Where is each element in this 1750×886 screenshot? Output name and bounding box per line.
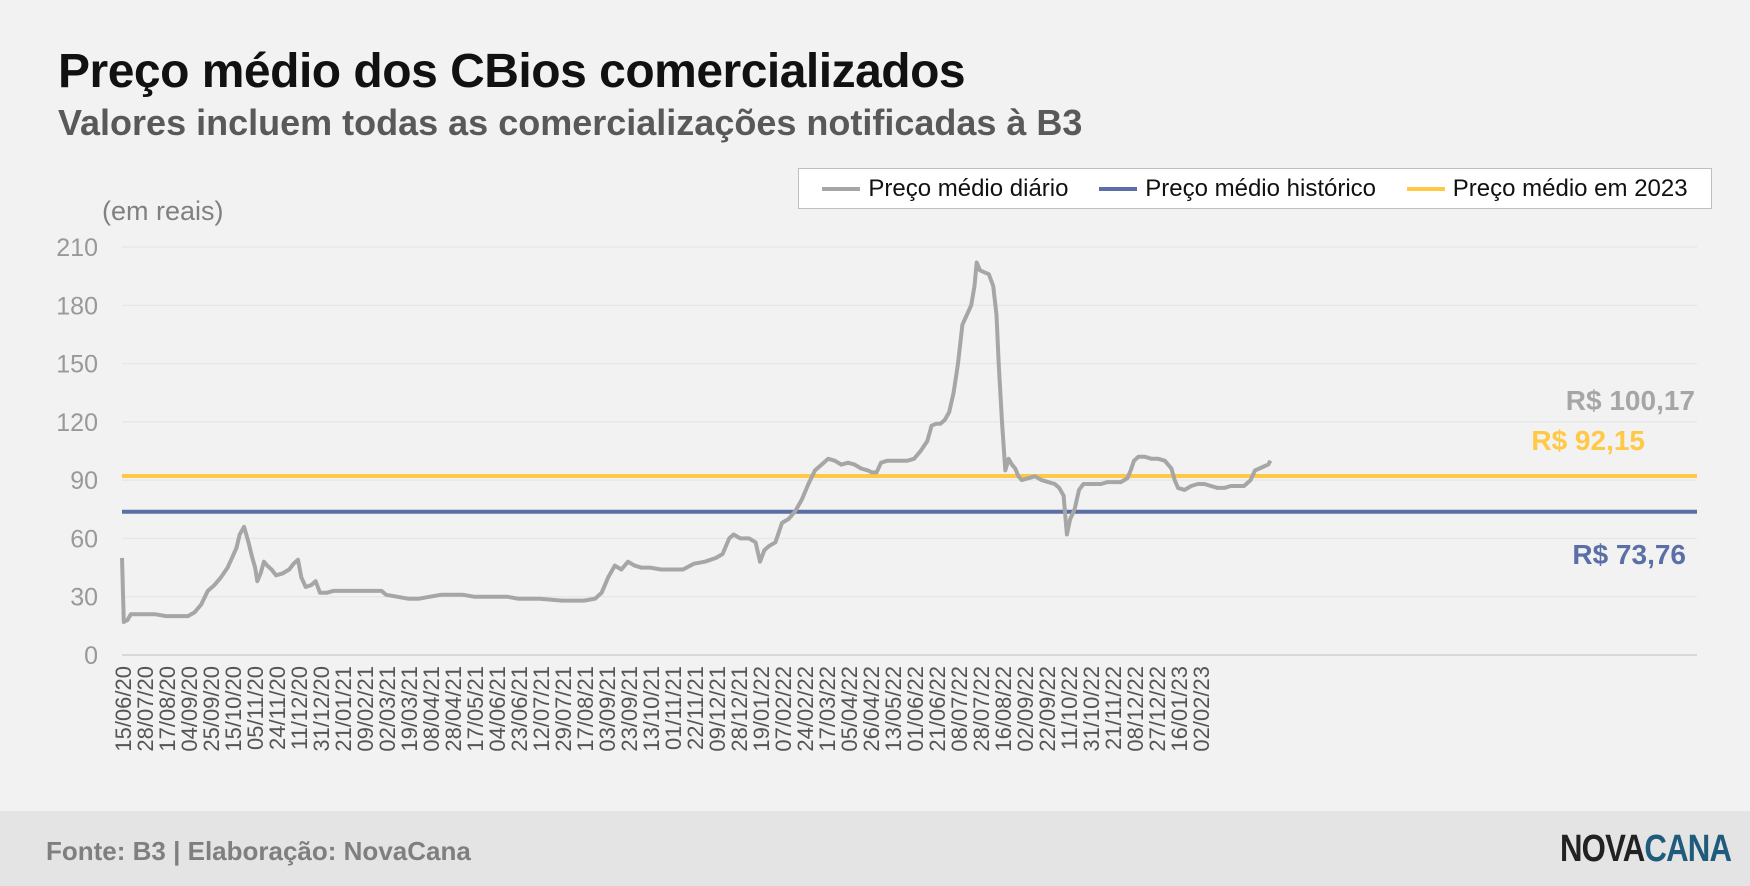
x-tick-label: 11/12/20 [287,666,312,750]
x-tick-label: 05/11/20 [243,666,268,750]
x-tick-label: 17/08/20 [155,666,180,752]
x-tick-label: 01/06/22 [903,666,928,752]
y-tick-label: 180 [56,292,98,320]
y-tick-label: 90 [70,467,98,495]
x-tick-label: 24/02/22 [793,666,818,752]
unit-label: (em reais) [102,196,224,226]
average-2023-label: R$ 92,15 [1531,425,1645,456]
daily-price-line [120,260,1273,624]
y-tick-label: 150 [56,351,98,379]
y-tick-label: 60 [70,525,98,553]
y-tick-label: 210 [56,234,98,262]
x-tick-label: 04/06/21 [485,666,510,752]
x-tick-label: 21/11/22 [1101,666,1126,750]
x-tick-label: 31/10/22 [1079,666,1104,752]
x-tick-label: 15/06/20 [111,666,136,752]
x-tick-label: 19/03/21 [397,666,422,752]
x-tick-label: 22/11/21 [683,666,708,750]
x-tick-label: 24/11/20 [265,666,290,750]
x-tick-label: 21/01/21 [331,666,356,752]
historic-average-label: R$ 73,76 [1572,539,1686,570]
x-tick-label: 28/07/20 [133,666,158,752]
line-chart: 030609012015018021015/06/2028/07/2017/08… [56,234,1697,752]
y-tick-label: 0 [84,642,98,670]
x-tick-label: 17/08/21 [573,666,598,752]
x-tick-label: 29/07/21 [551,666,576,752]
chart-title: Preço médio dos CBios comercializados [58,45,966,98]
x-tick-label: 12/07/21 [529,666,554,752]
chart-legend: Preço médio diário Preço médio histórico… [798,168,1712,209]
x-tick-label: 23/09/21 [617,666,642,752]
x-tick-label: 07/02/22 [771,666,796,752]
x-tick-label: 19/01/22 [749,666,774,752]
x-tick-label: 17/03/22 [815,666,840,752]
x-tick-label: 03/09/21 [595,666,620,752]
x-tick-label: 08/07/22 [947,666,972,752]
source-note: Fonte: B3 | Elaboração: NovaCana [46,836,471,866]
legend-swatch-2023 [1406,186,1445,191]
x-tick-label: 31/12/20 [309,666,334,752]
legend-label-daily: Preço médio diário [868,174,1069,202]
x-tick-label: 02/03/21 [375,666,400,752]
x-tick-label: 08/12/22 [1123,666,1148,752]
legend-swatch-historic [1099,186,1138,191]
x-tick-label: 02/09/22 [1013,666,1038,752]
x-tick-label: 02/02/23 [1189,666,1214,752]
x-tick-label: 01/11/21 [661,666,686,750]
chart-subtitle: Valores incluem todas as comercializaçõe… [58,102,1083,143]
x-tick-label: 13/05/22 [881,666,906,752]
y-tick-label: 120 [56,409,98,437]
legend-item-daily: Preço médio diário [822,175,1068,203]
x-tick-label: 28/12/21 [727,666,752,752]
x-tick-label: 04/09/20 [177,666,202,752]
x-tick-label: 26/04/22 [859,666,884,752]
x-tick-label: 21/06/22 [925,666,950,752]
x-tick-label: 17/05/21 [463,666,488,752]
y-tick-label: 30 [70,584,98,612]
legend-item-2023: Preço médio em 2023 [1406,174,1688,203]
novacana-logo: NOVACANA [1560,828,1732,870]
x-tick-label: 22/09/22 [1035,666,1060,752]
x-tick-label: 09/02/21 [353,666,378,752]
x-tick-label: 27/12/22 [1145,666,1170,752]
x-tick-label: 08/04/21 [419,666,444,752]
x-tick-label: 09/12/21 [705,666,730,752]
legend-label-2023: Preço médio em 2023 [1452,174,1688,202]
x-tick-label: 16/08/22 [991,666,1016,752]
x-tick-label: 16/01/23 [1167,666,1192,752]
legend-item-historic: Preço médio histórico [1099,175,1376,203]
x-tick-label: 11/10/22 [1057,666,1082,750]
x-tick-label: 28/07/22 [969,666,994,752]
x-tick-label: 05/04/22 [837,666,862,752]
legend-label-historic: Preço médio histórico [1145,174,1377,202]
x-tick-label: 23/06/21 [507,666,532,752]
x-tick-label: 28/04/21 [441,666,466,752]
x-tick-label: 25/09/20 [199,666,224,752]
x-tick-label: 13/10/21 [639,666,664,752]
footer-bar [0,811,1750,886]
x-tick-label: 15/10/20 [221,666,246,752]
legend-swatch-daily [822,186,861,191]
last-value-label: R$ 100,17 [1566,385,1695,416]
